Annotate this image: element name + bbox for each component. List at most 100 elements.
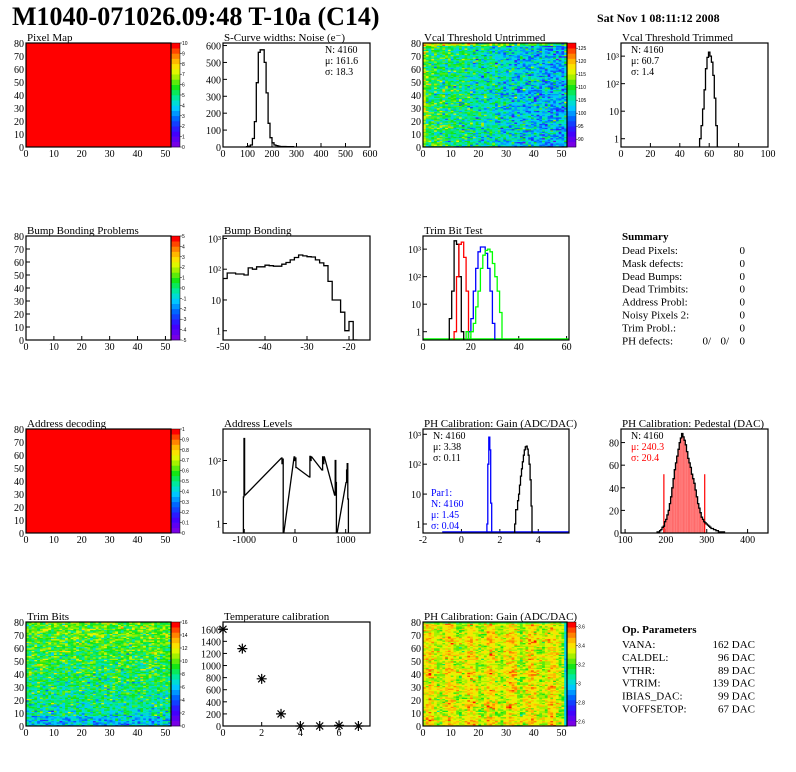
heatmap-cell xyxy=(514,85,518,88)
heatmap-cell xyxy=(475,118,479,120)
heatmap-cell xyxy=(506,143,510,145)
heatmap-cell xyxy=(483,46,487,49)
heatmap-cell xyxy=(536,140,540,143)
heatmap-cell xyxy=(525,69,529,71)
heatmap-cell xyxy=(425,97,429,100)
heatmap-cell xyxy=(514,50,518,53)
heatmap-cell xyxy=(508,144,512,146)
heatmap-cell xyxy=(470,87,474,89)
heatmap-cell xyxy=(428,128,432,131)
heatmap-cell xyxy=(481,111,485,114)
heatmap-cell xyxy=(539,53,543,55)
heatmap-cell xyxy=(547,139,551,141)
heatmap-cell xyxy=(542,128,546,131)
heatmap-cell xyxy=(550,59,554,62)
heatmap-cell xyxy=(481,104,485,106)
heatmap-cell xyxy=(439,98,443,101)
heatmap-cell xyxy=(533,111,537,114)
heatmap-cell xyxy=(492,109,496,111)
heatmap-cell xyxy=(533,54,537,57)
heatmap-cell xyxy=(553,74,557,76)
heatmap-cell xyxy=(519,54,523,57)
heatmap-cell xyxy=(564,69,568,71)
heatmap-cell xyxy=(445,134,449,136)
colorbar-band xyxy=(171,110,180,117)
heatmap-cell xyxy=(533,75,537,78)
heatmap-cell xyxy=(453,136,457,139)
heatmap-cell xyxy=(547,109,551,111)
heatmap-cell xyxy=(423,98,427,101)
heatmap-cell xyxy=(467,75,471,78)
heatmap-cell xyxy=(550,61,554,63)
heatmap-cell xyxy=(503,101,507,104)
heatmap-cell xyxy=(539,88,543,91)
heatmap-cell xyxy=(511,141,515,144)
heatmap-cell xyxy=(508,46,512,49)
heatmap-cell xyxy=(558,83,562,85)
heatmap-cell xyxy=(461,136,465,139)
heatmap-cell xyxy=(500,118,504,120)
heatmap-cell xyxy=(489,117,493,119)
heatmap-cell xyxy=(495,105,499,107)
heatmap-cell xyxy=(531,54,535,57)
heatmap-cell xyxy=(436,89,440,92)
heatmap-cell xyxy=(475,50,479,53)
heatmap-cell xyxy=(478,75,482,78)
heatmap-cell xyxy=(436,110,440,113)
heatmap-cell xyxy=(456,45,460,48)
heatmap-cell xyxy=(525,71,529,74)
colorbar-tick-label: 1 xyxy=(182,135,185,141)
heatmap-cell xyxy=(442,89,446,92)
heatmap-cell xyxy=(483,132,487,135)
heatmap-cell xyxy=(553,53,557,55)
heatmap-cell xyxy=(558,91,562,93)
heatmap-cell xyxy=(508,67,512,70)
heatmap-cell xyxy=(503,53,507,55)
heatmap-cell xyxy=(522,59,526,62)
heatmap-cell xyxy=(470,122,474,124)
heatmap-cell xyxy=(464,48,468,50)
heatmap-cell xyxy=(531,70,535,72)
heatmap-cell xyxy=(497,82,501,84)
y-tick-label: 10 xyxy=(411,490,421,501)
heatmap-cell xyxy=(431,58,435,61)
colorbar-band xyxy=(171,126,180,132)
heatmap-cell xyxy=(470,102,474,105)
heatmap-cell xyxy=(434,50,438,53)
heatmap-cell xyxy=(461,102,465,105)
heatmap-cell xyxy=(428,85,432,88)
heatmap-cell xyxy=(489,89,493,92)
heatmap-cell xyxy=(542,106,546,109)
heatmap-cell xyxy=(447,85,451,88)
heatmap-cell xyxy=(464,126,468,128)
heatmap-cell xyxy=(508,69,512,71)
heatmap-cell xyxy=(564,88,568,91)
heatmap-cell xyxy=(475,72,479,75)
heatmap-cell xyxy=(511,93,515,96)
heatmap-cell xyxy=(431,141,435,144)
heatmap-cell xyxy=(472,101,476,104)
heatmap-cell xyxy=(517,63,521,66)
heatmap-cell xyxy=(486,114,490,117)
heatmap-cell xyxy=(519,108,523,110)
heatmap-cell xyxy=(470,93,474,96)
heatmap-cell xyxy=(508,121,512,123)
heatmap-cell xyxy=(495,139,499,141)
heatmap-cell xyxy=(531,121,535,123)
heatmap-cell xyxy=(470,109,474,111)
heatmap-cell xyxy=(456,139,460,141)
heatmap-cell xyxy=(550,69,554,71)
heatmap-cell xyxy=(522,45,526,48)
y-tick-label: 60 xyxy=(14,451,24,462)
heatmap-cell xyxy=(542,134,546,136)
heatmap-cell xyxy=(497,83,501,85)
heatmap-cell xyxy=(436,78,440,80)
heatmap-cell xyxy=(517,117,521,119)
heatmap-cell xyxy=(517,108,521,110)
heatmap-cell xyxy=(533,139,537,141)
heatmap-cell xyxy=(511,88,515,91)
heatmap-cell xyxy=(481,59,485,62)
heatmap-cell xyxy=(525,101,529,104)
heatmap-cell xyxy=(445,102,449,105)
heatmap-cell xyxy=(475,59,479,62)
